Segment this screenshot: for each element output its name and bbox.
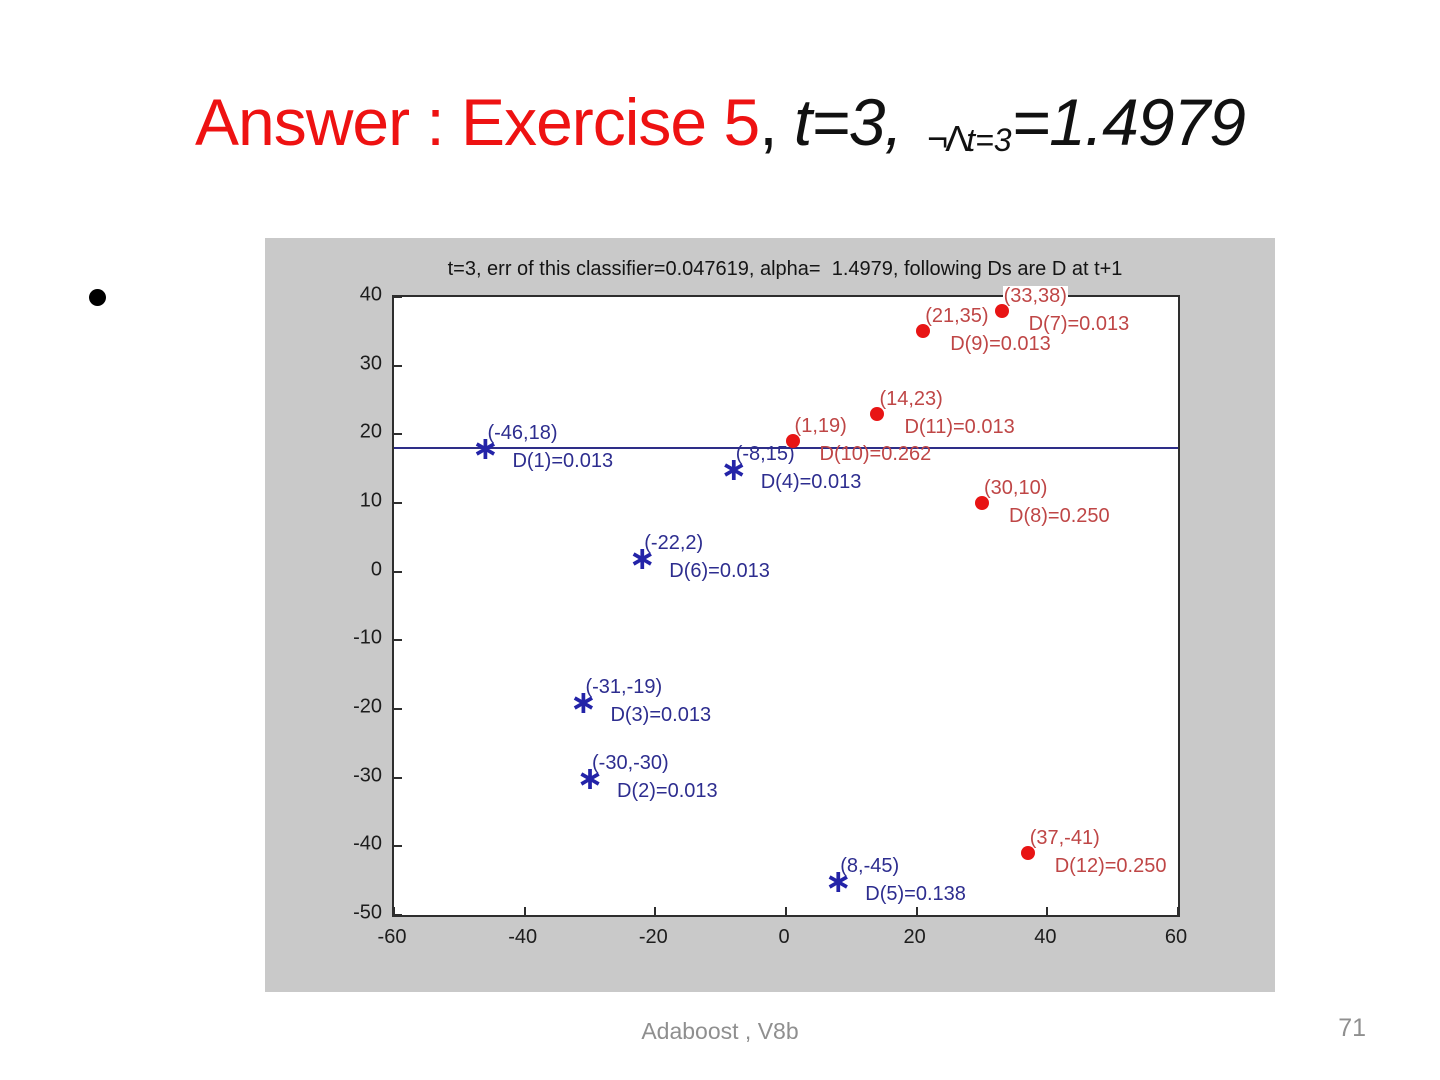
y-tick: [394, 708, 402, 710]
point-coord-label: (-31,-19): [584, 676, 664, 699]
bullet-marker: [89, 289, 106, 306]
point-coord-label: (37,-41): [1028, 827, 1101, 850]
y-tick-label: 40: [359, 283, 382, 306]
point-weight-label: D(5)=0.138: [864, 882, 967, 905]
x-tick-label: 0: [778, 926, 790, 948]
point-coord-label: (-8,15): [735, 442, 795, 465]
footer-text: Adaboost , V8b: [641, 1018, 799, 1044]
x-tick: [654, 907, 657, 915]
point-weight-label: D(2)=0.013: [616, 779, 719, 802]
y-tick-label: 30: [359, 352, 382, 375]
y-tick: [394, 502, 402, 504]
scatter-point-positive-class: [1020, 846, 1035, 861]
x-tick: [1046, 907, 1049, 915]
y-tick-label: -50: [353, 901, 382, 924]
point-coord-label: (30,10): [983, 477, 1049, 499]
plot-area: ∗ (-46,18) D(1)=0.013 ∗ (-30,-30) D(2)=0.013 ∗…: [392, 285, 1180, 917]
x-tick-label: 40: [1034, 926, 1057, 948]
x-tick-label: -40: [508, 926, 538, 948]
x-tick-label: 20: [903, 926, 926, 948]
decision-boundary-line: [394, 447, 1178, 450]
y-tick: [394, 776, 402, 779]
point-coord-label: (1,19): [793, 415, 848, 438]
point-coord-label: (-30,-30): [591, 751, 670, 774]
point-weight-label: D(10)=0.262: [819, 443, 932, 466]
point-weight-label: D(11)=0.013: [903, 415, 1016, 438]
point-weight-label: D(4)=0.013: [759, 470, 863, 493]
point-coord-label: (14,23): [878, 387, 944, 410]
alpha-subscript: t=3: [966, 122, 1012, 158]
point-weight-label: D(6)=0.013: [668, 559, 771, 582]
scatter-point-negative-class: ∗: [472, 429, 499, 468]
y-tick-label: -30: [353, 764, 382, 787]
x-tick-label: -60: [377, 926, 407, 948]
matlab-figure: t=3, err of this classifier=0.047619, al…: [265, 238, 1275, 992]
scatter-point-negative-class: ∗: [570, 683, 597, 722]
y-tick-label: 10: [359, 489, 382, 512]
y-tick-label: -10: [353, 626, 382, 649]
y-tick-label: 20: [359, 420, 382, 443]
scatter-point-positive-class: [975, 496, 989, 510]
point-weight-label: D(1)=0.013: [511, 450, 615, 473]
x-tick: [785, 907, 787, 915]
plot-title: t=3, err of this classifier=0.047619, al…: [447, 258, 1123, 280]
point-coord-label: (-22,2): [643, 531, 705, 554]
y-tick-label: 0: [370, 558, 382, 581]
slide-title-separator: ,: [759, 85, 794, 159]
scatter-point-negative-class: ∗: [576, 758, 604, 797]
slide-title-red: Answer : Exercise 5: [194, 85, 760, 159]
scatter-point-positive-class: [785, 434, 800, 449]
point-coord-label: (21,35): [924, 305, 990, 328]
scatter-point-positive-class: [916, 324, 931, 339]
alpha-symbol: ¬Λ: [927, 118, 969, 159]
page-number: 71: [1338, 1014, 1366, 1042]
y-tick: [394, 433, 402, 436]
x-tick: [915, 907, 918, 915]
x-tick-label: -20: [638, 926, 668, 948]
point-weight-label: D(9)=0.013: [949, 333, 1052, 356]
y-tick: [394, 296, 402, 298]
x-tick: [393, 907, 395, 915]
point-weight-label: D(12)=0.250: [1053, 855, 1168, 878]
y-tick: [394, 364, 402, 367]
scatter-point-positive-class: [870, 406, 885, 421]
x-tick: [523, 907, 526, 915]
slide-title: Answer : Exercise 5, t=3, ¬Λt=3=1.4979: [0, 84, 1440, 160]
y-tick: [394, 845, 402, 848]
point-coord-label: (-46,18): [486, 422, 559, 445]
scatter-point-positive-class: [994, 303, 1009, 318]
point-weight-label: D(3)=0.013: [609, 704, 713, 727]
point-coord-label: (8,-45): [839, 854, 901, 877]
y-tick: [394, 639, 402, 642]
point-coord-label: (33,38): [1002, 284, 1068, 307]
y-tick: [394, 914, 402, 916]
slide-title-t: t=3,: [793, 85, 920, 159]
scatter-point-negative-class: ∗: [720, 449, 748, 488]
y-tick-label: -40: [353, 832, 382, 855]
point-weight-label: D(8)=0.250: [1008, 505, 1111, 527]
alpha-value: =1.4979: [1011, 85, 1246, 159]
point-weight-label: D(7)=0.013: [1027, 312, 1131, 335]
y-tick: [394, 570, 402, 573]
y-tick-label: -20: [353, 695, 382, 718]
x-tick-label: 60: [1164, 926, 1188, 948]
x-tick: [1177, 907, 1179, 915]
scatter-point-negative-class: ∗: [824, 861, 852, 900]
scatter-point-negative-class: ∗: [628, 538, 656, 577]
